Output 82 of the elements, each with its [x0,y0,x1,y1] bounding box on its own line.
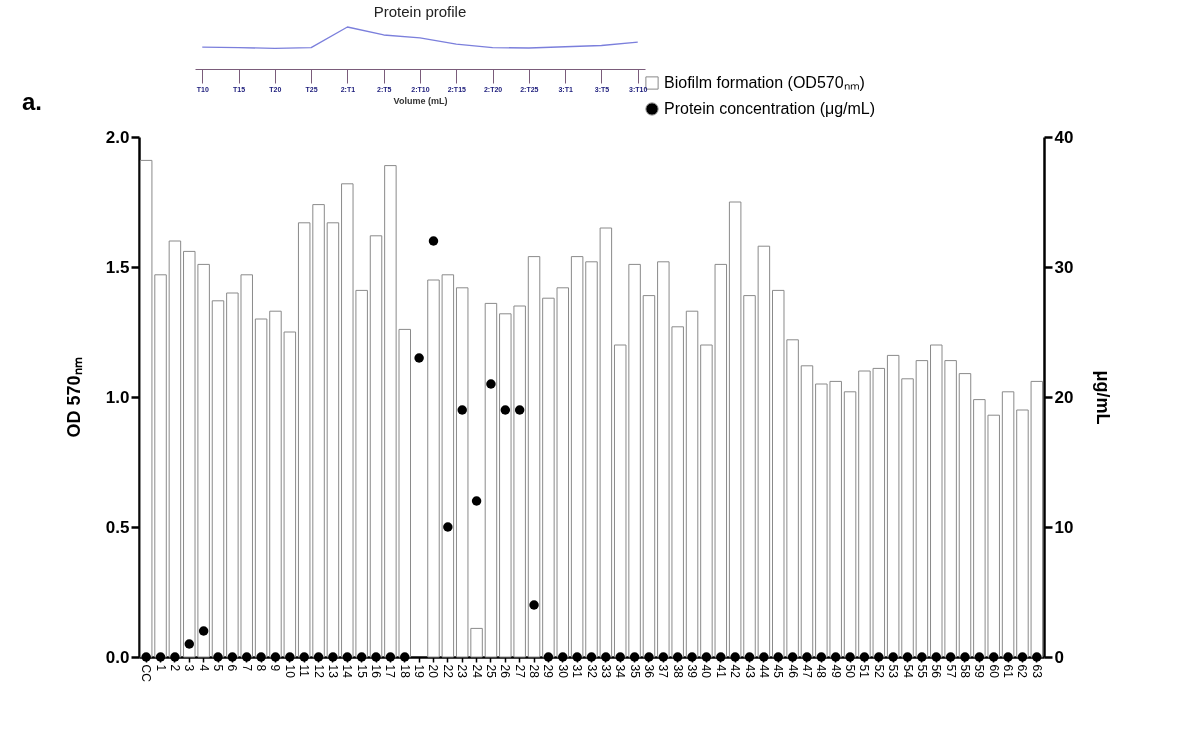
x-tick-label: 42 [728,664,743,679]
x-tick-label: 39 [685,664,700,679]
x-tick-label: 43 [742,664,757,679]
x-tick-label: 58 [957,664,972,679]
x-tick-label: 12 [311,664,326,679]
x-tick-label: 4 [196,664,211,672]
y2-axis-title: μg/mL [1093,370,1114,425]
x-tick-label: 14 [340,664,355,679]
x-tick-label: 10 [282,664,297,679]
legend-label: Protein concentration (μg/mL) [664,100,876,117]
text: a. [22,88,43,116]
x-tick-label: 49 [828,664,843,679]
x-tick-label: 9 [268,664,283,672]
x-tick-label: 30 [555,664,570,679]
x-tick-label: 15 [354,664,369,679]
x-tick-label: CC [139,664,154,683]
y-axis-title: OD 570ₙₘ [63,357,84,438]
x-tick-label: 24 [469,664,484,679]
y2-tick-label: 0 [1054,647,1064,667]
x-tick-label: 11 [297,664,312,678]
y2-tick-label: 40 [1054,127,1074,147]
x-tick-label: 35 [627,664,642,679]
x-tick-label: 45 [771,664,786,679]
x-tick-label: 29 [541,664,556,679]
x-tick-label: 51 [857,664,872,679]
y2-tick-label: 30 [1054,257,1074,277]
x-tick-label: 19 [412,664,427,679]
x-tick-label: 22 [440,664,455,679]
x-tick-label: 56 [929,664,944,679]
bar [527,256,541,658]
x-tick-label: 31 [570,664,585,679]
x-tick-label: 36 [641,664,656,679]
x-tick-label: 17 [383,664,398,679]
x-tick-label: 57 [943,664,958,679]
x-tick-label: 32 [584,664,599,679]
y-tick-label: 0.0 [105,647,130,667]
x-tick-label: 40 [699,664,714,679]
x-tick-label: 44 [756,664,771,679]
x-tick-label: 3 [182,664,197,672]
x-tick-label: 34 [613,664,628,679]
x-tick-label: 8 [254,664,269,672]
chart-title: Protein profile [373,3,467,21]
x-tick-label: 25 [483,664,498,679]
x-tick-label: 20 [426,664,441,679]
x-tick-label: 1 [153,664,168,672]
x-tick-label: 41 [713,664,728,679]
x-tick-label: 50 [843,664,858,679]
x-tick-label: 18 [397,664,412,679]
y-tick-label: 1.5 [105,257,130,277]
x-tick-label: 48 [814,664,829,679]
y-tick-label: 1.0 [105,387,130,407]
legend-label: Biofilm formation (OD570ₙₘ) [664,74,865,91]
x-tick-label: 60 [986,664,1001,679]
x-tick-label: 47 [799,664,814,679]
y2-tick-label: 20 [1054,387,1074,407]
x-tick-label: 33 [598,664,613,679]
x-tick-label: 52 [871,664,886,679]
x-tick-label: 62 [1015,664,1030,679]
x-tick-label: 16 [369,664,384,679]
x-tick-label: 23 [455,664,470,679]
x-tick-label: 59 [972,664,987,679]
x-tick-label: 26 [498,664,513,679]
x-tick-label: 27 [512,664,527,679]
x-tick-label: 2 [167,664,182,672]
y-tick-label: 0.5 [105,517,130,537]
y2-tick-label: 10 [1054,517,1074,537]
x-tick-label: 13 [325,664,340,679]
bar [484,302,498,658]
x-tick-label: 6 [225,664,240,672]
x-tick-label: 55 [914,664,929,679]
x-tick-label: 54 [900,664,915,679]
x-tick-label: 5 [211,664,226,672]
x-tick-label: 61 [1001,664,1016,679]
x-tick-label: 53 [886,664,901,679]
x-tick-label: 28 [527,664,542,679]
y-tick-label: 2.0 [105,127,130,147]
x-tick-label: 7 [239,664,254,672]
x-tick-label: 63 [1029,664,1044,679]
x-tick-label: 37 [656,664,671,679]
x-tick-label: 46 [785,664,800,679]
x-axis-title: Volume (mL) [393,95,448,106]
x-tick-label: 38 [670,664,685,679]
